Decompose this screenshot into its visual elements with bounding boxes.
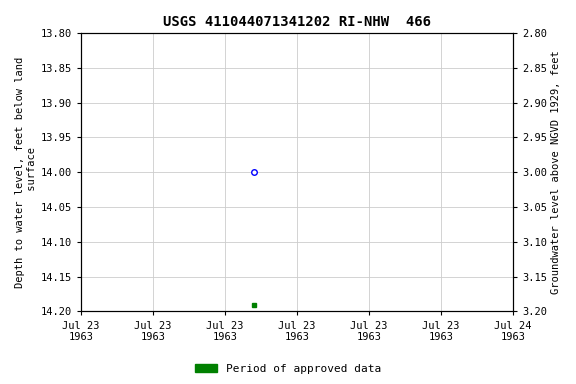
Y-axis label: Depth to water level, feet below land
 surface: Depth to water level, feet below land su… bbox=[15, 56, 37, 288]
Title: USGS 411044071341202 RI-NHW  466: USGS 411044071341202 RI-NHW 466 bbox=[163, 15, 431, 29]
Legend: Period of approved data: Period of approved data bbox=[191, 359, 385, 379]
Y-axis label: Groundwater level above NGVD 1929, feet: Groundwater level above NGVD 1929, feet bbox=[551, 50, 561, 294]
